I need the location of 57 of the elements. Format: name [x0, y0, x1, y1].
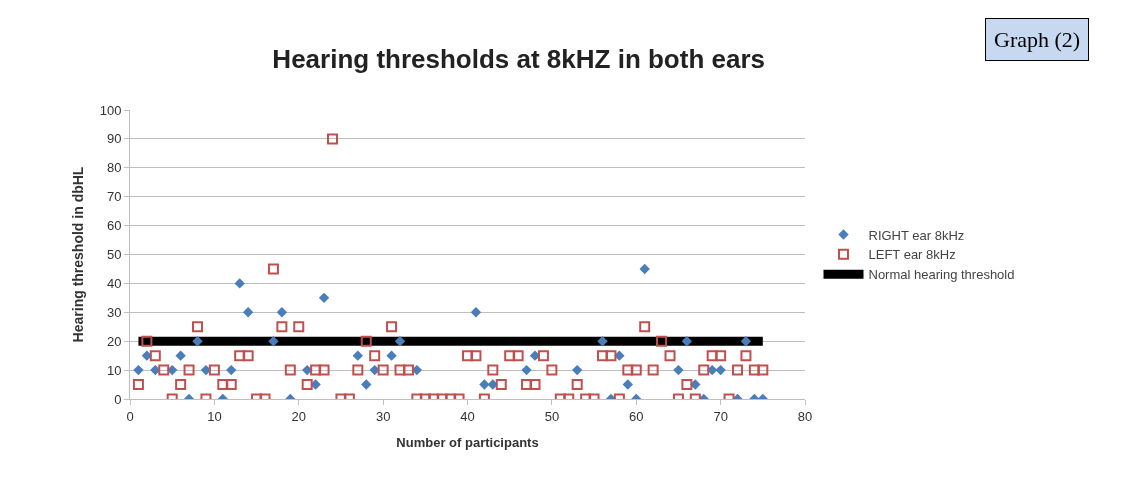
point — [715, 364, 726, 376]
point — [242, 307, 254, 318]
text: Graph (2) — [994, 27, 1081, 52]
y-tick-label: 30 — [106, 304, 122, 320]
point — [470, 307, 482, 318]
point — [352, 350, 364, 361]
x-tick-label: 30 — [375, 408, 391, 424]
point — [571, 364, 583, 376]
y-tick-label: 40 — [106, 275, 122, 291]
point — [614, 350, 625, 361]
point — [639, 263, 650, 275]
point — [361, 379, 372, 390]
x-tick-label: 50 — [544, 408, 560, 424]
legend-label: LEFT ear 8kHz — [868, 247, 956, 263]
point — [673, 364, 684, 376]
x-tick-label: 70 — [713, 408, 728, 424]
point — [133, 364, 144, 376]
x-tick-label: 20 — [291, 408, 306, 424]
point — [318, 292, 330, 304]
y-tick-label: 100 — [99, 102, 122, 118]
point — [166, 364, 178, 376]
x-tick-label: 0 — [126, 408, 134, 424]
legend-label: RIGHT ear 8kHz — [868, 227, 965, 243]
point — [175, 350, 186, 361]
x-tick-label: 10 — [207, 408, 222, 424]
y-tick-label: 20 — [106, 333, 122, 349]
point — [622, 379, 634, 390]
x-axis-title: Number of participants — [396, 435, 539, 451]
point — [234, 278, 245, 289]
y-tick-label: 10 — [106, 362, 122, 378]
point — [276, 307, 288, 318]
point — [681, 336, 693, 347]
point — [521, 364, 532, 376]
point — [740, 336, 752, 347]
legend-label: Normal hearing threshold — [868, 267, 1015, 283]
x-tick-label: 40 — [460, 408, 475, 424]
chart-title: Hearing thresholds at 8kHZ in both ears — [272, 44, 766, 75]
y-tick-label: 50 — [106, 247, 122, 263]
point — [192, 336, 203, 347]
point — [226, 364, 237, 376]
point — [386, 350, 397, 361]
y-tick-label: 60 — [106, 218, 122, 234]
y-tick-label: 70 — [106, 189, 122, 205]
point — [411, 364, 423, 376]
point — [200, 364, 212, 376]
x-tick-label: 80 — [797, 408, 813, 424]
y-tick-label: 90 — [106, 131, 122, 147]
y-tick-label: 0 — [114, 391, 122, 407]
point — [479, 379, 490, 390]
y-tick-label: 80 — [106, 160, 122, 176]
y-axis-title: Hearing threshold in dbHL — [70, 166, 87, 343]
point — [394, 336, 406, 347]
point — [690, 379, 701, 390]
point — [268, 336, 279, 347]
x-tick-label: 60 — [629, 408, 644, 424]
point — [706, 364, 718, 376]
point — [597, 336, 608, 347]
